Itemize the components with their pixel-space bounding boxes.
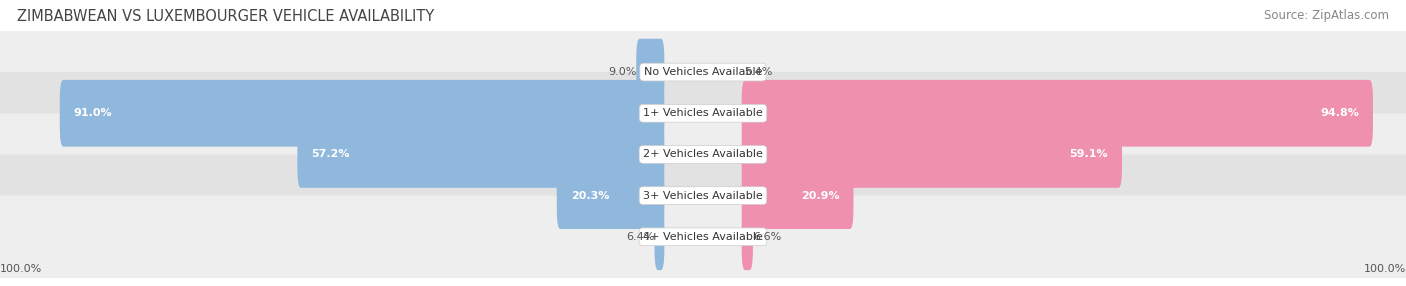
FancyBboxPatch shape — [0, 72, 1406, 154]
FancyBboxPatch shape — [637, 39, 665, 106]
FancyBboxPatch shape — [557, 162, 665, 229]
Text: 20.3%: 20.3% — [571, 191, 609, 200]
FancyBboxPatch shape — [742, 162, 853, 229]
Text: 1+ Vehicles Available: 1+ Vehicles Available — [643, 108, 763, 118]
Text: 94.8%: 94.8% — [1320, 108, 1358, 118]
FancyBboxPatch shape — [298, 121, 665, 188]
Text: 6.4%: 6.4% — [626, 232, 654, 242]
Text: Source: ZipAtlas.com: Source: ZipAtlas.com — [1264, 9, 1389, 21]
Text: ZIMBABWEAN VS LUXEMBOURGER VEHICLE AVAILABILITY: ZIMBABWEAN VS LUXEMBOURGER VEHICLE AVAIL… — [17, 9, 434, 23]
FancyBboxPatch shape — [0, 154, 1406, 237]
FancyBboxPatch shape — [742, 80, 1372, 147]
Text: 100.0%: 100.0% — [1364, 264, 1406, 274]
FancyBboxPatch shape — [0, 196, 1406, 278]
Text: No Vehicles Available: No Vehicles Available — [644, 67, 762, 77]
Text: 20.9%: 20.9% — [801, 191, 839, 200]
FancyBboxPatch shape — [59, 80, 665, 147]
Text: 6.6%: 6.6% — [754, 232, 782, 242]
Text: 57.2%: 57.2% — [312, 150, 350, 159]
Text: 4+ Vehicles Available: 4+ Vehicles Available — [643, 232, 763, 242]
Text: 100.0%: 100.0% — [0, 264, 42, 274]
Text: 91.0%: 91.0% — [73, 108, 112, 118]
FancyBboxPatch shape — [742, 203, 754, 270]
FancyBboxPatch shape — [654, 203, 665, 270]
Text: 2+ Vehicles Available: 2+ Vehicles Available — [643, 150, 763, 159]
Text: 9.0%: 9.0% — [607, 67, 637, 77]
Text: 5.4%: 5.4% — [745, 67, 773, 77]
FancyBboxPatch shape — [0, 113, 1406, 196]
FancyBboxPatch shape — [742, 121, 1122, 188]
Text: 3+ Vehicles Available: 3+ Vehicles Available — [643, 191, 763, 200]
Text: 59.1%: 59.1% — [1070, 150, 1108, 159]
FancyBboxPatch shape — [0, 31, 1406, 113]
